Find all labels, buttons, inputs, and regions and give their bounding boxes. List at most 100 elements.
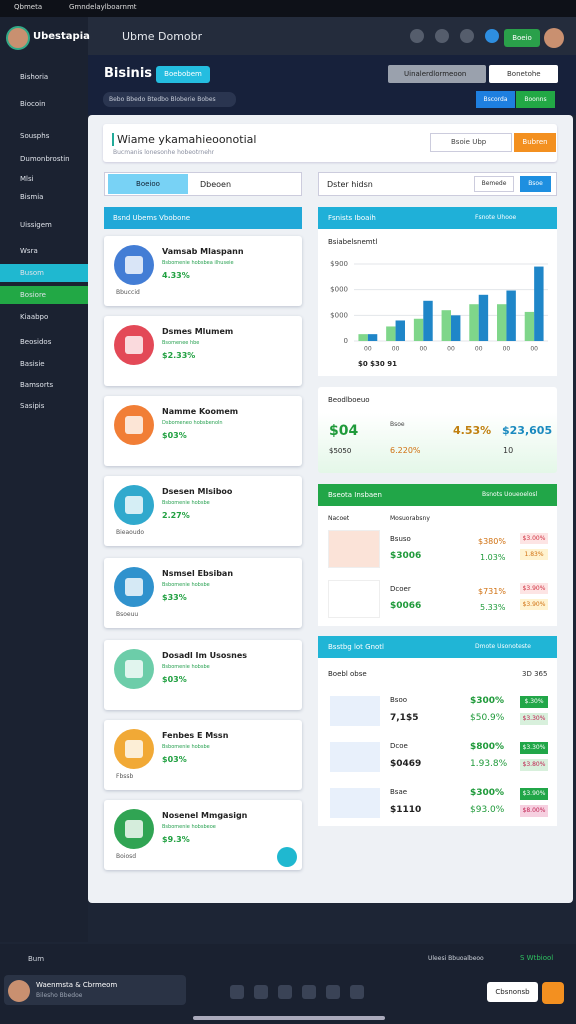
- item-sub: Bsbomenie hobsbe: [162, 500, 210, 506]
- footer-icon[interactable]: [542, 982, 564, 1004]
- y-tick-label: $000: [330, 286, 348, 294]
- banner-action[interactable]: Boonns: [516, 91, 555, 108]
- home-bar: [193, 1016, 385, 1020]
- item-name: Dosadl Im Usosnes: [162, 651, 248, 660]
- item-icon-inner: [125, 256, 143, 274]
- nav-item[interactable]: Uissigem: [20, 221, 52, 229]
- dock-icon[interactable]: [278, 985, 292, 999]
- header-button[interactable]: Boeio: [504, 29, 540, 47]
- row-badge: 1.83%: [520, 549, 548, 560]
- col-head: Nacoet: [328, 515, 350, 522]
- dock-icon[interactable]: [230, 985, 244, 999]
- bar: [386, 326, 396, 341]
- dock-icon[interactable]: [302, 985, 316, 999]
- bar: [478, 294, 489, 341]
- dock-icon[interactable]: [350, 985, 364, 999]
- bar: [506, 290, 516, 341]
- bar: [358, 334, 368, 341]
- item-pct: 4.33%: [162, 271, 190, 280]
- browser-tab[interactable]: Gmndelaylboarnmt: [69, 3, 137, 11]
- nav-item[interactable]: Bosiore: [0, 286, 88, 304]
- row-badge: $3.90%: [520, 788, 548, 800]
- row-b: 1.93.8%: [470, 759, 508, 769]
- nav-item[interactable]: Wsra: [20, 247, 38, 255]
- sidebar: [0, 17, 88, 942]
- bar: [441, 310, 451, 341]
- nav-item[interactable]: Bismia: [20, 193, 44, 201]
- tab[interactable]: Boeioo: [108, 174, 188, 194]
- x-tick-label: 00: [419, 346, 427, 353]
- filter-label: Dster hidsn: [327, 180, 373, 189]
- user-avatar: [8, 980, 30, 1002]
- nav-item[interactable]: Bamsorts: [20, 381, 54, 389]
- row-image: [328, 530, 380, 568]
- row-value: $1110: [390, 805, 422, 815]
- stats-sub: Bsoe: [390, 421, 405, 428]
- row-value: $0066: [390, 601, 422, 611]
- banner-input[interactable]: Bonetohe: [489, 65, 558, 83]
- row-badge: $3.80%: [520, 759, 548, 771]
- row-badge: $.30%: [520, 696, 548, 708]
- col-head: Mosuorabsny: [390, 515, 430, 522]
- row-badge: $3.90%: [520, 599, 548, 610]
- x-tick-label: 00: [364, 346, 372, 353]
- filter-bar: [318, 172, 557, 196]
- cyan-header-right: Dmote Usonoteste: [475, 643, 531, 650]
- header-icon[interactable]: [485, 29, 499, 43]
- item-icon-inner: [125, 578, 143, 596]
- logo: Ubestapia: [33, 31, 90, 42]
- item-name: Fenbes E Mssn: [162, 731, 229, 740]
- item-sub: Bsbomenie hobsbeoe: [162, 824, 216, 830]
- row-name: Bsoo: [390, 696, 408, 704]
- tab[interactable]: Dbeoen: [200, 180, 232, 189]
- bar: [524, 311, 535, 341]
- header-title: Ubme Domobr: [122, 30, 203, 43]
- header-icon[interactable]: [435, 29, 449, 43]
- header-icon[interactable]: [460, 29, 474, 43]
- panel-button[interactable]: Bubren: [514, 133, 556, 152]
- breadcrumb[interactable]: Bebo Bbedo Btedbo Bloberie Bobes: [103, 92, 236, 107]
- banner-select[interactable]: Uinalerdlormeoon: [388, 65, 486, 83]
- filter-button[interactable]: Bsoe: [520, 176, 551, 192]
- row-a: $300%: [470, 788, 505, 798]
- logo-avatar: [6, 26, 30, 50]
- stats-card: [318, 387, 557, 473]
- nav-item[interactable]: Dumonbrostin: [20, 155, 70, 163]
- panel-subtitle: Bucmanis lonesonhe hobeotrnehr: [113, 149, 215, 156]
- row-image: [330, 696, 380, 726]
- item-footer: Boiosd: [116, 853, 137, 860]
- filter-select[interactable]: Bemede: [474, 176, 514, 192]
- panel-select[interactable]: Bsoie Ubp: [430, 133, 512, 152]
- nav-item[interactable]: Kiaabpo: [20, 313, 49, 321]
- browser-tab[interactable]: Qbmeta: [14, 3, 43, 11]
- nav-item[interactable]: Sasipis: [20, 402, 45, 410]
- x-tick-label: 00: [447, 346, 455, 353]
- header-icon[interactable]: [410, 29, 424, 43]
- bar: [534, 266, 544, 341]
- bar: [413, 318, 424, 341]
- nav-item[interactable]: Bishoria: [20, 73, 49, 81]
- dock-icon[interactable]: [254, 985, 268, 999]
- banner-button[interactable]: Boebobem: [156, 66, 210, 83]
- banner-action[interactable]: Bscorda: [476, 91, 515, 108]
- nav-item[interactable]: Sousphs: [20, 132, 50, 140]
- nav-item[interactable]: Basisie: [20, 360, 45, 368]
- nav-item[interactable]: Biocoin: [20, 100, 46, 108]
- footer-right: Uleesi Bbuoalbeoo: [428, 955, 484, 962]
- banner-title: Bisinis: [104, 66, 153, 81]
- row-name: Dcoe: [390, 742, 408, 750]
- dock-icon[interactable]: [326, 985, 340, 999]
- avatar: [544, 28, 564, 48]
- bar: [423, 300, 433, 341]
- row-value: $3006: [390, 551, 422, 561]
- row-badge: $3.30%: [520, 713, 548, 725]
- footer-button[interactable]: Cbsnonsb: [487, 982, 538, 1002]
- item-name: Vamsab Mlaspann: [162, 247, 244, 256]
- nav-item[interactable]: Busom: [0, 264, 88, 282]
- nav-item[interactable]: Beosidos: [20, 338, 52, 346]
- bar: [367, 334, 378, 341]
- stats-small: $5050: [329, 447, 352, 455]
- fab[interactable]: [277, 847, 297, 867]
- nav-item[interactable]: Mlsi: [20, 175, 34, 183]
